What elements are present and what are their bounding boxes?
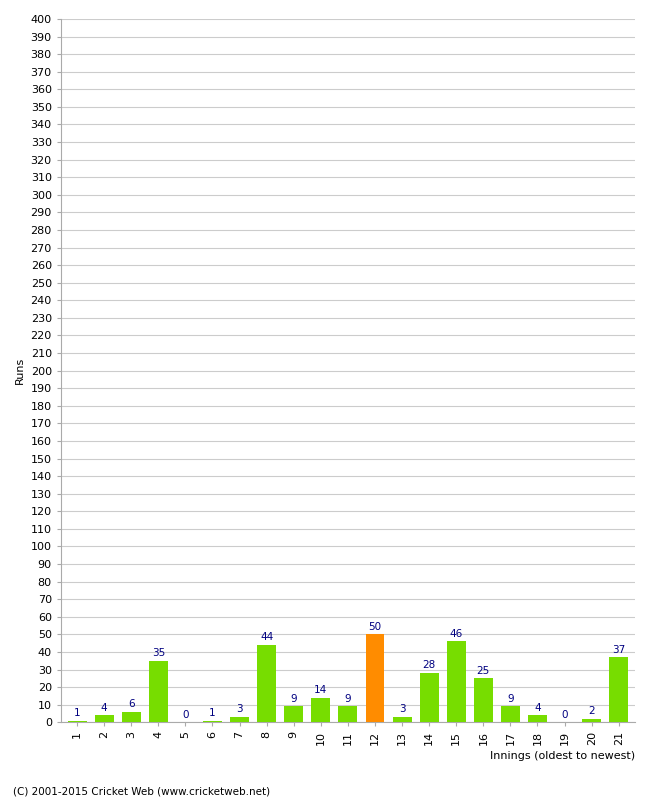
Bar (582, 718, 601, 722)
Text: (C) 2001-2015 Cricket Web (www.cricketweb.net): (C) 2001-2015 Cricket Web (www.cricketwe… (13, 786, 270, 796)
Bar (284, 706, 304, 722)
Text: 1: 1 (209, 708, 216, 718)
Bar (122, 712, 141, 722)
Bar (311, 698, 330, 722)
Text: 4: 4 (534, 702, 541, 713)
Bar (447, 642, 466, 722)
Bar (393, 717, 411, 722)
Bar (609, 658, 629, 722)
Bar (68, 721, 86, 722)
Bar (339, 706, 358, 722)
Text: 28: 28 (422, 661, 436, 670)
Text: 4: 4 (101, 702, 107, 713)
Text: 37: 37 (612, 645, 625, 654)
Bar (95, 715, 114, 722)
X-axis label: Innings (oldest to newest): Innings (oldest to newest) (490, 751, 635, 761)
Text: 50: 50 (369, 622, 382, 632)
Text: 44: 44 (260, 632, 273, 642)
Text: 3: 3 (398, 704, 406, 714)
Bar (365, 634, 385, 722)
Text: 1: 1 (73, 708, 81, 718)
Bar (420, 673, 439, 722)
Text: 3: 3 (236, 704, 243, 714)
Bar (528, 715, 547, 722)
Text: 35: 35 (151, 648, 165, 658)
Bar (149, 661, 168, 722)
Text: 6: 6 (128, 699, 135, 709)
Bar (230, 717, 249, 722)
Text: 9: 9 (291, 694, 297, 704)
Text: 9: 9 (507, 694, 514, 704)
Text: 9: 9 (344, 694, 351, 704)
Y-axis label: Runs: Runs (15, 357, 25, 384)
Text: 0: 0 (562, 710, 568, 720)
Bar (257, 645, 276, 722)
Text: 46: 46 (450, 629, 463, 638)
Bar (501, 706, 520, 722)
Text: 25: 25 (476, 666, 490, 676)
Bar (203, 721, 222, 722)
Text: 2: 2 (588, 706, 595, 716)
Text: 0: 0 (182, 710, 188, 720)
Bar (474, 678, 493, 722)
Text: 14: 14 (314, 685, 328, 695)
